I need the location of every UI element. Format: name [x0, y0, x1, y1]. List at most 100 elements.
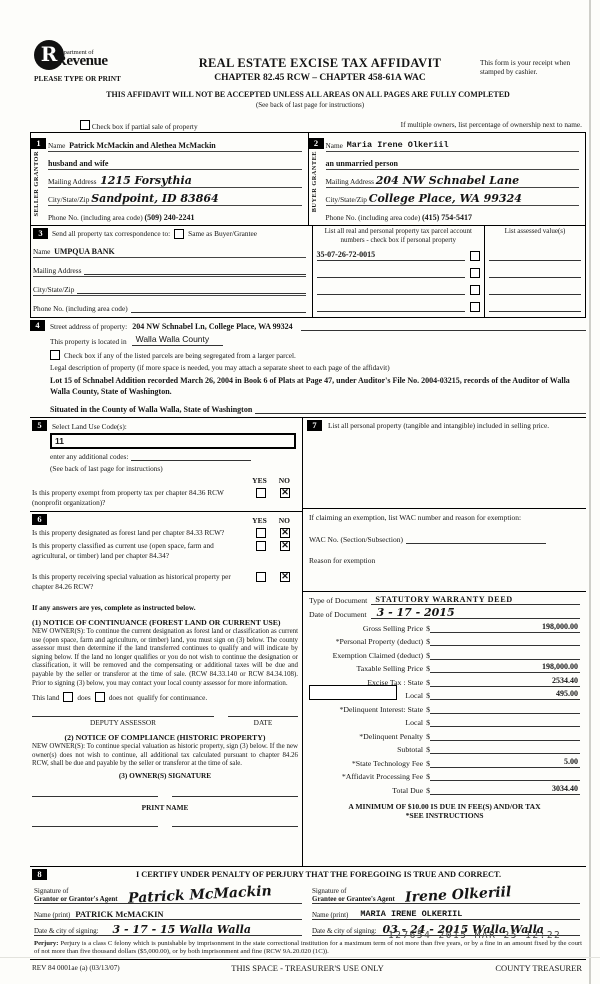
historic-yes-checkbox[interactable] [256, 572, 266, 582]
penalty-value[interactable] [430, 730, 580, 741]
print-name-line-2[interactable] [172, 825, 298, 828]
personal-property-checkbox-3[interactable] [470, 285, 480, 295]
historic-question: Is this property receiving special valua… [32, 572, 231, 591]
county-treasurer-label: COUNTY TREASURER [495, 962, 582, 973]
scan-edge-bottom [0, 957, 600, 958]
personal-deduct-value[interactable] [430, 635, 580, 646]
corr-phone-value[interactable] [130, 303, 306, 313]
total-due-value[interactable]: 3034.40 [430, 784, 580, 795]
same-as-buyer-checkbox[interactable] [174, 228, 185, 239]
grantee-signature[interactable]: Irene Olkeriil [404, 884, 512, 906]
seller-mailing-value[interactable]: 1215 Forsythia [100, 174, 192, 187]
dollar-sign: $ [426, 785, 430, 795]
gross-value[interactable]: 198,000.00 [430, 622, 580, 633]
assessed-value-4[interactable] [489, 301, 581, 312]
grantee-print-name[interactable]: MARIA IRENE OLKERIIL [360, 909, 463, 919]
grantee-date-city[interactable]: 03 - 24 - 2015 Walla Walla [382, 923, 544, 936]
grantor-print-name[interactable]: PATRICK McMACKIN [75, 909, 164, 919]
additional-codes-value[interactable] [131, 451, 252, 461]
exemption-block: If claiming an exemption, list WAC numbe… [303, 508, 586, 591]
seller-city-value[interactable]: Sandpoint, ID 83864 [91, 192, 219, 205]
wac-value[interactable] [405, 534, 546, 544]
seller-phone-value[interactable]: (509) 240-2241 [144, 213, 195, 222]
buyer-status-value[interactable]: an unmarried person [325, 159, 398, 168]
seller-city-label: City/State/Zip [48, 195, 90, 204]
tech-fee-value[interactable]: 5.00 [430, 757, 580, 768]
subtotal-label: Subtotal [397, 745, 424, 754]
deputy-assessor-line[interactable]: DEPUTY ASSESSOR [32, 716, 214, 727]
section-8: 8 I CERTIFY UNDER PENALTY OF PERJURY THA… [30, 866, 586, 981]
located-in-value[interactable]: Walla Walla County [131, 334, 224, 346]
dollar-sign: $ [426, 650, 430, 660]
wac-label: WAC No. (Section/Subsection) [309, 535, 403, 544]
local-value[interactable]: 495.00 [430, 689, 580, 700]
buyer-name-value[interactable]: Maria Irene Olkeriil [346, 140, 449, 150]
current-use-no-checkbox-checked[interactable] [280, 540, 290, 551]
parcel-number-4[interactable] [316, 301, 465, 312]
finance-row-local2: Local $ [309, 716, 580, 727]
section-7: 7 List all personal property (tangible a… [303, 418, 586, 508]
grantor-signing-block: Signature of Grantor or Grantor's Agent … [30, 881, 308, 938]
legal-description-label: Legal description of property (if more s… [50, 363, 390, 372]
historic-no-checkbox-checked[interactable] [280, 571, 290, 582]
forest-yes-checkbox[interactable] [256, 528, 266, 538]
does-checkbox[interactable] [63, 692, 74, 703]
parcel-number-1[interactable]: 35-07-26-72-0015 [316, 250, 465, 261]
parcel-number-2[interactable] [316, 267, 465, 278]
please-type-label: PLEASE TYPE OR PRINT [34, 74, 121, 83]
partial-sale-checkbox[interactable] [80, 120, 90, 130]
dollar-sign: $ [426, 637, 430, 646]
current-use-question: Is this property classified as current u… [32, 541, 214, 560]
street-address-value[interactable]: 204 NW Schnabel Ln, College Place, WA 99… [132, 322, 293, 331]
land-use-code-value[interactable]: 11 [50, 433, 296, 449]
finance-row-tech-fee: *State Technology Fee $ 5.00 [309, 757, 580, 768]
form-title: REAL ESTATE EXCISE TAX AFFIDAVIT [198, 56, 442, 70]
exempt-yes-checkbox[interactable] [256, 488, 266, 498]
buyer-mailing-value[interactable]: 204 NW Schnabel Lane [375, 174, 520, 187]
grantor-date-city[interactable]: 3 - 17 - 15 Walla Walla [112, 923, 251, 936]
type-of-document-value[interactable]: STATUTORY WARRANTY DEED [371, 595, 580, 605]
corr-mailing-value[interactable] [84, 265, 306, 275]
dollar-sign: $ [426, 664, 430, 673]
buyer-section: 2 BUYER GRANTEE Name Maria Irene Olkerii… [307, 133, 586, 225]
form-header: R Department of Revenue PLEASE TYPE OR P… [30, 38, 586, 120]
finance-row-delinq-interest: *Delinquent Interest: State $ [309, 703, 580, 714]
assessed-value-1[interactable] [489, 250, 581, 261]
current-use-yes-checkbox[interactable] [256, 541, 266, 551]
no-header-2: NO [278, 516, 290, 525]
forest-no-checkbox-checked[interactable] [280, 527, 290, 538]
grantee-date-label: Date & city of signing: [312, 926, 377, 935]
personal-property-checkbox-2[interactable] [470, 268, 480, 278]
segregated-checkbox[interactable] [50, 350, 60, 360]
print-name-line-1[interactable] [32, 825, 158, 828]
delinq-interest-value[interactable] [430, 703, 580, 714]
seller-status-value[interactable]: husband and wife [48, 159, 109, 168]
minimum-due-note: A MINIMUM OF $10.00 IS DUE IN FEE(S) AND… [348, 801, 541, 811]
assessed-value-3[interactable] [489, 284, 581, 295]
buyer-phone-value[interactable]: (415) 754-5417 [421, 213, 472, 222]
owner-signature-line-2[interactable] [172, 795, 298, 798]
buyer-city-value[interactable]: College Place, WA 99324 [368, 192, 522, 205]
does-not-checkbox[interactable] [94, 692, 105, 703]
subtotal-value[interactable] [430, 743, 580, 754]
excise-state-value[interactable]: 2534.40 [430, 676, 580, 687]
personal-property-checkbox-4[interactable] [470, 302, 480, 312]
parcel-number-3[interactable] [316, 284, 465, 295]
seller-name-value[interactable]: Patrick McMackin and Alethea McMackin [69, 141, 216, 150]
local2-value[interactable] [430, 716, 580, 727]
exemption-deduct-value[interactable] [430, 649, 580, 660]
section-6: 6 YES NO Is this property designated as … [30, 511, 302, 866]
personal-property-checkbox-1[interactable] [470, 251, 480, 261]
date-of-document-value[interactable]: 3 - 17 - 2015 [370, 607, 580, 619]
land-pre: This land [32, 692, 60, 702]
assessed-value-2[interactable] [489, 267, 581, 278]
owner-signature-line-1[interactable] [32, 795, 158, 798]
processing-fee-value[interactable] [430, 770, 580, 781]
corr-city-value[interactable] [77, 284, 306, 294]
deputy-date-line[interactable]: DATE [228, 716, 298, 727]
corr-name-value[interactable]: UMPQUA BANK [54, 247, 115, 256]
exempt-no-checkbox-checked[interactable] [280, 487, 290, 498]
perjury-label: Perjury: [34, 940, 59, 947]
taxable-value[interactable]: 198,000.00 [430, 662, 580, 673]
legal-description-value[interactable]: Lot 15 of Schnabel Addition recorded Mar… [50, 376, 570, 396]
